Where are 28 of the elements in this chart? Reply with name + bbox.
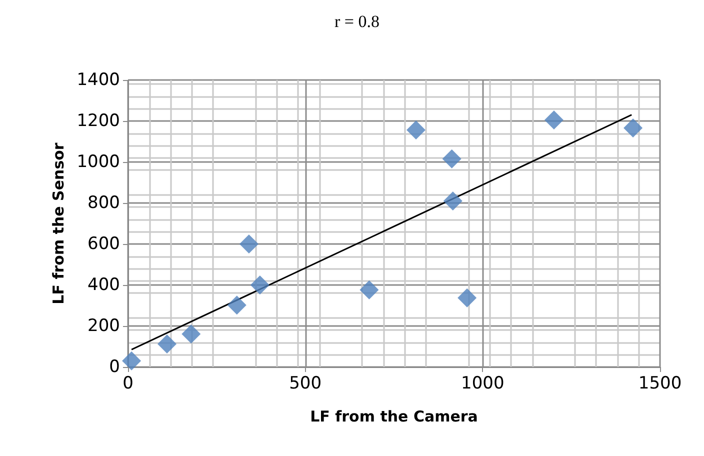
chart-title: r = 0.8 bbox=[334, 12, 380, 31]
y-tick-label: 400 bbox=[88, 275, 120, 295]
point bbox=[442, 149, 462, 168]
y-tick-label: 200 bbox=[88, 316, 120, 336]
point bbox=[458, 288, 477, 308]
point bbox=[158, 334, 177, 354]
point bbox=[182, 324, 201, 344]
point bbox=[360, 280, 379, 300]
point bbox=[250, 276, 270, 294]
y-tick-label: 1400 bbox=[76, 70, 120, 90]
x-axis-title: LF from the Camera bbox=[310, 408, 478, 426]
y-tick-label: 1000 bbox=[76, 152, 120, 172]
x-tick-label: 1000 bbox=[461, 374, 504, 394]
point bbox=[406, 120, 426, 140]
y-tick-label: 0 bbox=[109, 357, 120, 377]
x-tick-label: 1500 bbox=[638, 374, 682, 394]
point bbox=[122, 351, 142, 370]
point bbox=[443, 191, 462, 210]
point bbox=[624, 118, 643, 138]
x-tick-label: 500 bbox=[289, 374, 322, 394]
point bbox=[544, 110, 564, 130]
point bbox=[239, 234, 258, 254]
y-axis-title: LF from the Sensor bbox=[49, 142, 68, 304]
y-tick-label: 800 bbox=[88, 193, 120, 213]
y-tick-label: 1200 bbox=[76, 111, 120, 131]
y-tick-label: 600 bbox=[88, 234, 120, 254]
x-tick-label: 0 bbox=[122, 374, 134, 394]
point bbox=[227, 296, 246, 315]
